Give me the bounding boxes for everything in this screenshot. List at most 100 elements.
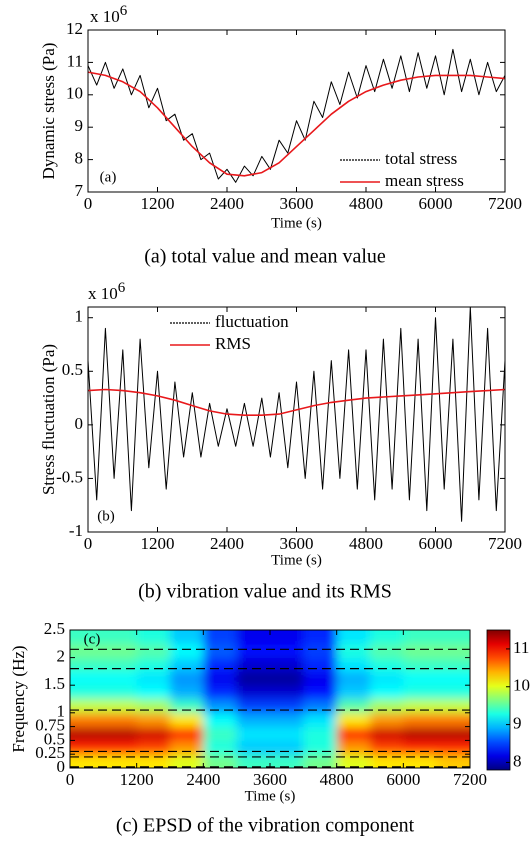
heat-cell xyxy=(436,685,470,700)
heat-cell xyxy=(270,754,304,768)
heat-cell xyxy=(303,726,338,741)
heat-cell xyxy=(303,699,338,714)
heat-cell xyxy=(103,740,138,755)
heat-cell xyxy=(236,740,271,755)
caption: (c) EPSD of the vibration component xyxy=(116,815,415,837)
heat-cell xyxy=(70,712,104,728)
heat-cell xyxy=(370,712,404,728)
x-tick-label: 4800 xyxy=(349,534,383,553)
y-tick-label: 0 xyxy=(57,757,66,776)
heat-cell xyxy=(236,712,271,728)
heat-cell xyxy=(103,671,138,686)
x-tick-label: 2400 xyxy=(210,194,244,213)
heat-cell xyxy=(270,726,304,741)
legend-label: fluctuation xyxy=(215,312,289,331)
heat-cell xyxy=(403,699,438,714)
panel-label: (c) xyxy=(84,631,101,647)
heat-cell xyxy=(170,754,204,768)
heat-cell xyxy=(103,685,138,700)
colorbar-tick-label: 9 xyxy=(513,714,522,733)
heat-cell xyxy=(403,671,438,686)
heat-cell xyxy=(303,643,338,659)
heat-cell xyxy=(270,740,304,755)
y-tick-label: 8 xyxy=(75,149,84,168)
heat-cell xyxy=(170,712,204,728)
heat-cell xyxy=(103,699,138,714)
heat-cell xyxy=(203,740,238,755)
heat-cell xyxy=(70,726,104,741)
heatmap xyxy=(70,630,470,768)
x-axis-label: Time (s) xyxy=(245,788,296,804)
heatmap-cells xyxy=(70,630,470,768)
heat-cell xyxy=(370,699,404,714)
y-axis-label: Dynamic stress (Pa) xyxy=(39,43,58,180)
heat-cell xyxy=(403,630,438,645)
colorbar-tick-label: 8 xyxy=(513,751,522,770)
heat-cell xyxy=(303,671,338,686)
y-tick-label: 12 xyxy=(66,19,83,38)
heat-cell xyxy=(103,726,138,741)
x-tick-label: 6000 xyxy=(386,770,420,789)
heat-cell xyxy=(336,685,371,700)
heat-cell xyxy=(403,754,438,768)
colorbar-tick-label: 11 xyxy=(513,638,529,657)
y-tick-label: 1 xyxy=(57,702,66,721)
heat-cell xyxy=(270,657,304,672)
heat-cell xyxy=(270,699,304,714)
heat-cell xyxy=(336,630,371,645)
heat-cell xyxy=(170,685,204,700)
heat-cell xyxy=(436,740,470,755)
heat-cell xyxy=(270,712,304,728)
y-tick-label: 2.5 xyxy=(44,619,65,638)
heat-cell xyxy=(236,630,271,645)
heat-cell xyxy=(336,643,371,659)
x-tick-label: 7200 xyxy=(488,194,522,213)
heat-cell xyxy=(136,740,171,755)
caption: (a) total value and mean value xyxy=(144,246,386,268)
heat-cell xyxy=(170,699,204,714)
heat-cell xyxy=(203,630,238,645)
x-tick-label: 3600 xyxy=(253,770,287,789)
x-tick-label: 7200 xyxy=(488,534,522,553)
heat-cell xyxy=(270,671,304,686)
y-tick-label: 10 xyxy=(66,84,83,103)
heat-cell xyxy=(436,699,470,714)
y-multiplier: x 106 xyxy=(90,3,128,25)
heat-cell xyxy=(203,726,238,741)
heat-cell xyxy=(436,643,470,659)
x-tick-label: 1200 xyxy=(120,770,154,789)
x-tick-label: 4800 xyxy=(320,770,354,789)
plot-frame xyxy=(87,306,506,533)
legend-label: total stress xyxy=(385,149,457,168)
heat-cell xyxy=(336,726,371,741)
panel-label: (a) xyxy=(100,169,117,185)
heat-cell xyxy=(303,712,338,728)
x-axis-label: Time (s) xyxy=(271,215,322,231)
x-tick-label: 1200 xyxy=(141,534,175,553)
heat-cell xyxy=(436,630,470,645)
x-tick-label: 4800 xyxy=(349,194,383,213)
heat-cell xyxy=(336,754,371,768)
heat-cell xyxy=(170,643,204,659)
heat-cell xyxy=(170,671,204,686)
heat-cell xyxy=(136,726,171,741)
heat-cell xyxy=(403,740,438,755)
x-tick-label: 2400 xyxy=(210,534,244,553)
x-tick-label: 0 xyxy=(66,770,75,789)
x-tick-label: 3600 xyxy=(280,534,314,553)
heat-cell xyxy=(236,657,271,672)
heat-cell xyxy=(203,671,238,686)
colorbar xyxy=(486,629,511,771)
colorbar-tick-label: 10 xyxy=(513,676,530,695)
x-tick-label: 7200 xyxy=(453,770,487,789)
heat-cell xyxy=(336,740,371,755)
y-tick-label: 0.5 xyxy=(44,729,65,748)
x-tick-label: 1200 xyxy=(141,194,175,213)
heat-cell xyxy=(236,726,271,741)
y-axis-label: Frequency (Hz) xyxy=(9,645,28,752)
heat-cell xyxy=(136,699,171,714)
heat-cell xyxy=(303,630,338,645)
heat-cell xyxy=(336,657,371,672)
x-tick-label: 2400 xyxy=(186,770,220,789)
